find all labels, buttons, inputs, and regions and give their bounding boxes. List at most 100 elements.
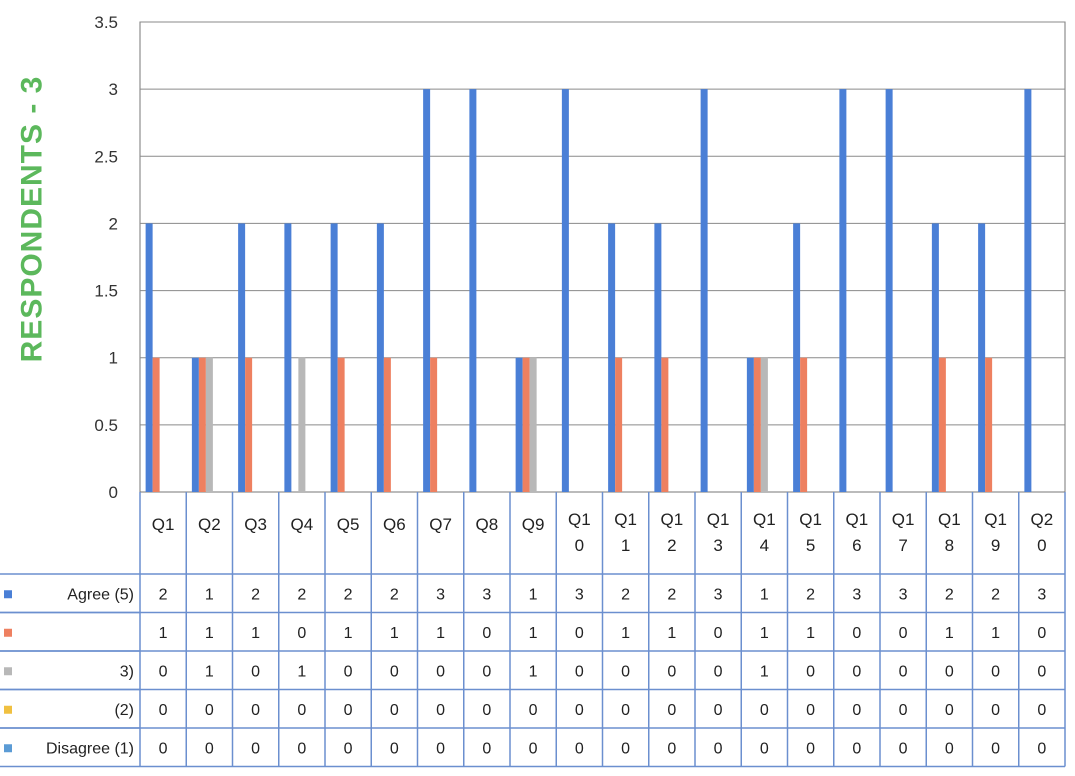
bar [753,357,761,492]
category-label: Q1 [799,510,822,529]
table-cell-value: 1 [621,625,630,642]
table-cell-value: 3 [899,586,908,603]
bar [430,357,438,492]
bar [469,89,477,493]
bar [654,223,662,492]
bar [529,357,537,492]
category-label: 4 [760,536,769,555]
table-cell-value: 0 [991,702,1000,719]
y-tick-label: 1.5 [94,282,118,301]
bar [800,357,808,492]
category-label: Q1 [568,510,591,529]
table-cell-value: 2 [159,586,168,603]
bar [700,89,708,493]
table-cell-value: 0 [575,663,584,680]
table-cell-value: 0 [575,625,584,642]
table-cell-value: 2 [621,586,630,603]
table-cell-value: 1 [297,663,306,680]
table-cell-value: 0 [251,740,260,757]
bar [1024,89,1032,493]
category-label: 0 [1037,536,1046,555]
table-cell-value: 0 [1037,702,1046,719]
category-label: Q1 [846,510,869,529]
table-cell-value: 3 [1037,586,1046,603]
table-cell-value: 0 [482,663,491,680]
table-cell-value: 0 [667,740,676,757]
table-cell-value: 0 [344,663,353,680]
legend-key [4,590,12,599]
table-cell-value: 0 [621,740,630,757]
table-cell-value: 0 [159,740,168,757]
table-cell-value: 0 [806,663,815,680]
table-cell-value: 0 [482,625,491,642]
table-cell-value: 2 [991,586,1000,603]
table-cell-value: 0 [621,702,630,719]
bar [515,357,523,492]
table-cell-value: 0 [1037,663,1046,680]
table-cell-value: 0 [714,702,723,719]
category-label: Q1 [892,510,915,529]
table-cell-value: 0 [714,663,723,680]
category-label: Q1 [152,515,175,534]
category-label: Q1 [938,510,961,529]
bar [746,357,754,492]
bar [298,357,306,492]
table-cell-value: 1 [390,625,399,642]
bar [661,357,669,492]
y-tick-label: 3 [109,80,118,99]
bar [938,357,946,492]
y-tick-label: 0 [109,483,118,502]
table-cell-value: 1 [760,663,769,680]
series-label: Agree (5) [67,586,134,603]
category-label: 1 [621,536,630,555]
table-cell-value: 0 [436,702,445,719]
plot-area [139,21,1066,493]
table-cell-value: 2 [667,586,676,603]
bar [145,223,153,492]
table-cell-value: 1 [251,625,260,642]
category-label: Q7 [429,515,452,534]
table-cell-value: 1 [529,663,538,680]
table-cell-value: 0 [714,625,723,642]
y-tick-label: 2.5 [94,147,118,166]
table-cell-value: 1 [945,625,954,642]
legend-key [4,667,12,676]
table-cell-value: 0 [899,702,908,719]
table-cell-value: 1 [344,625,353,642]
bar [561,89,569,493]
bar [885,89,893,493]
table-cell-value: 0 [667,702,676,719]
table-cell-value: 1 [806,625,815,642]
table-cell-value: 1 [667,625,676,642]
category-label: Q3 [244,515,267,534]
category-label: 8 [945,536,954,555]
table-cell-value: 0 [575,740,584,757]
table-cell-value: 0 [159,702,168,719]
table-cell-value: 0 [621,663,630,680]
table-cell-value: 1 [205,663,214,680]
table-cell-value: 0 [852,740,861,757]
bar [238,223,246,492]
table-cell-value: 0 [436,663,445,680]
table-cell-value: 0 [945,740,954,757]
category-label: Q4 [291,515,314,534]
category-label: 7 [898,536,907,555]
table-cell-value: 0 [251,663,260,680]
table-cell-value: 0 [1037,625,1046,642]
bar [376,223,384,492]
bar [793,223,801,492]
bar [205,357,213,492]
category-label: 9 [991,536,1000,555]
y-tick-label: 3.5 [94,13,118,32]
table-cell-value: 0 [806,702,815,719]
table-cell-value: 1 [436,625,445,642]
table-cell-value: 1 [529,625,538,642]
bar [931,223,939,492]
table-cell-value: 1 [760,586,769,603]
category-label: Q1 [661,510,684,529]
table-cell-value: 0 [852,663,861,680]
table-cell-value: 0 [297,702,306,719]
table-cell-value: 0 [991,740,1000,757]
table-cell-value: 1 [205,586,214,603]
